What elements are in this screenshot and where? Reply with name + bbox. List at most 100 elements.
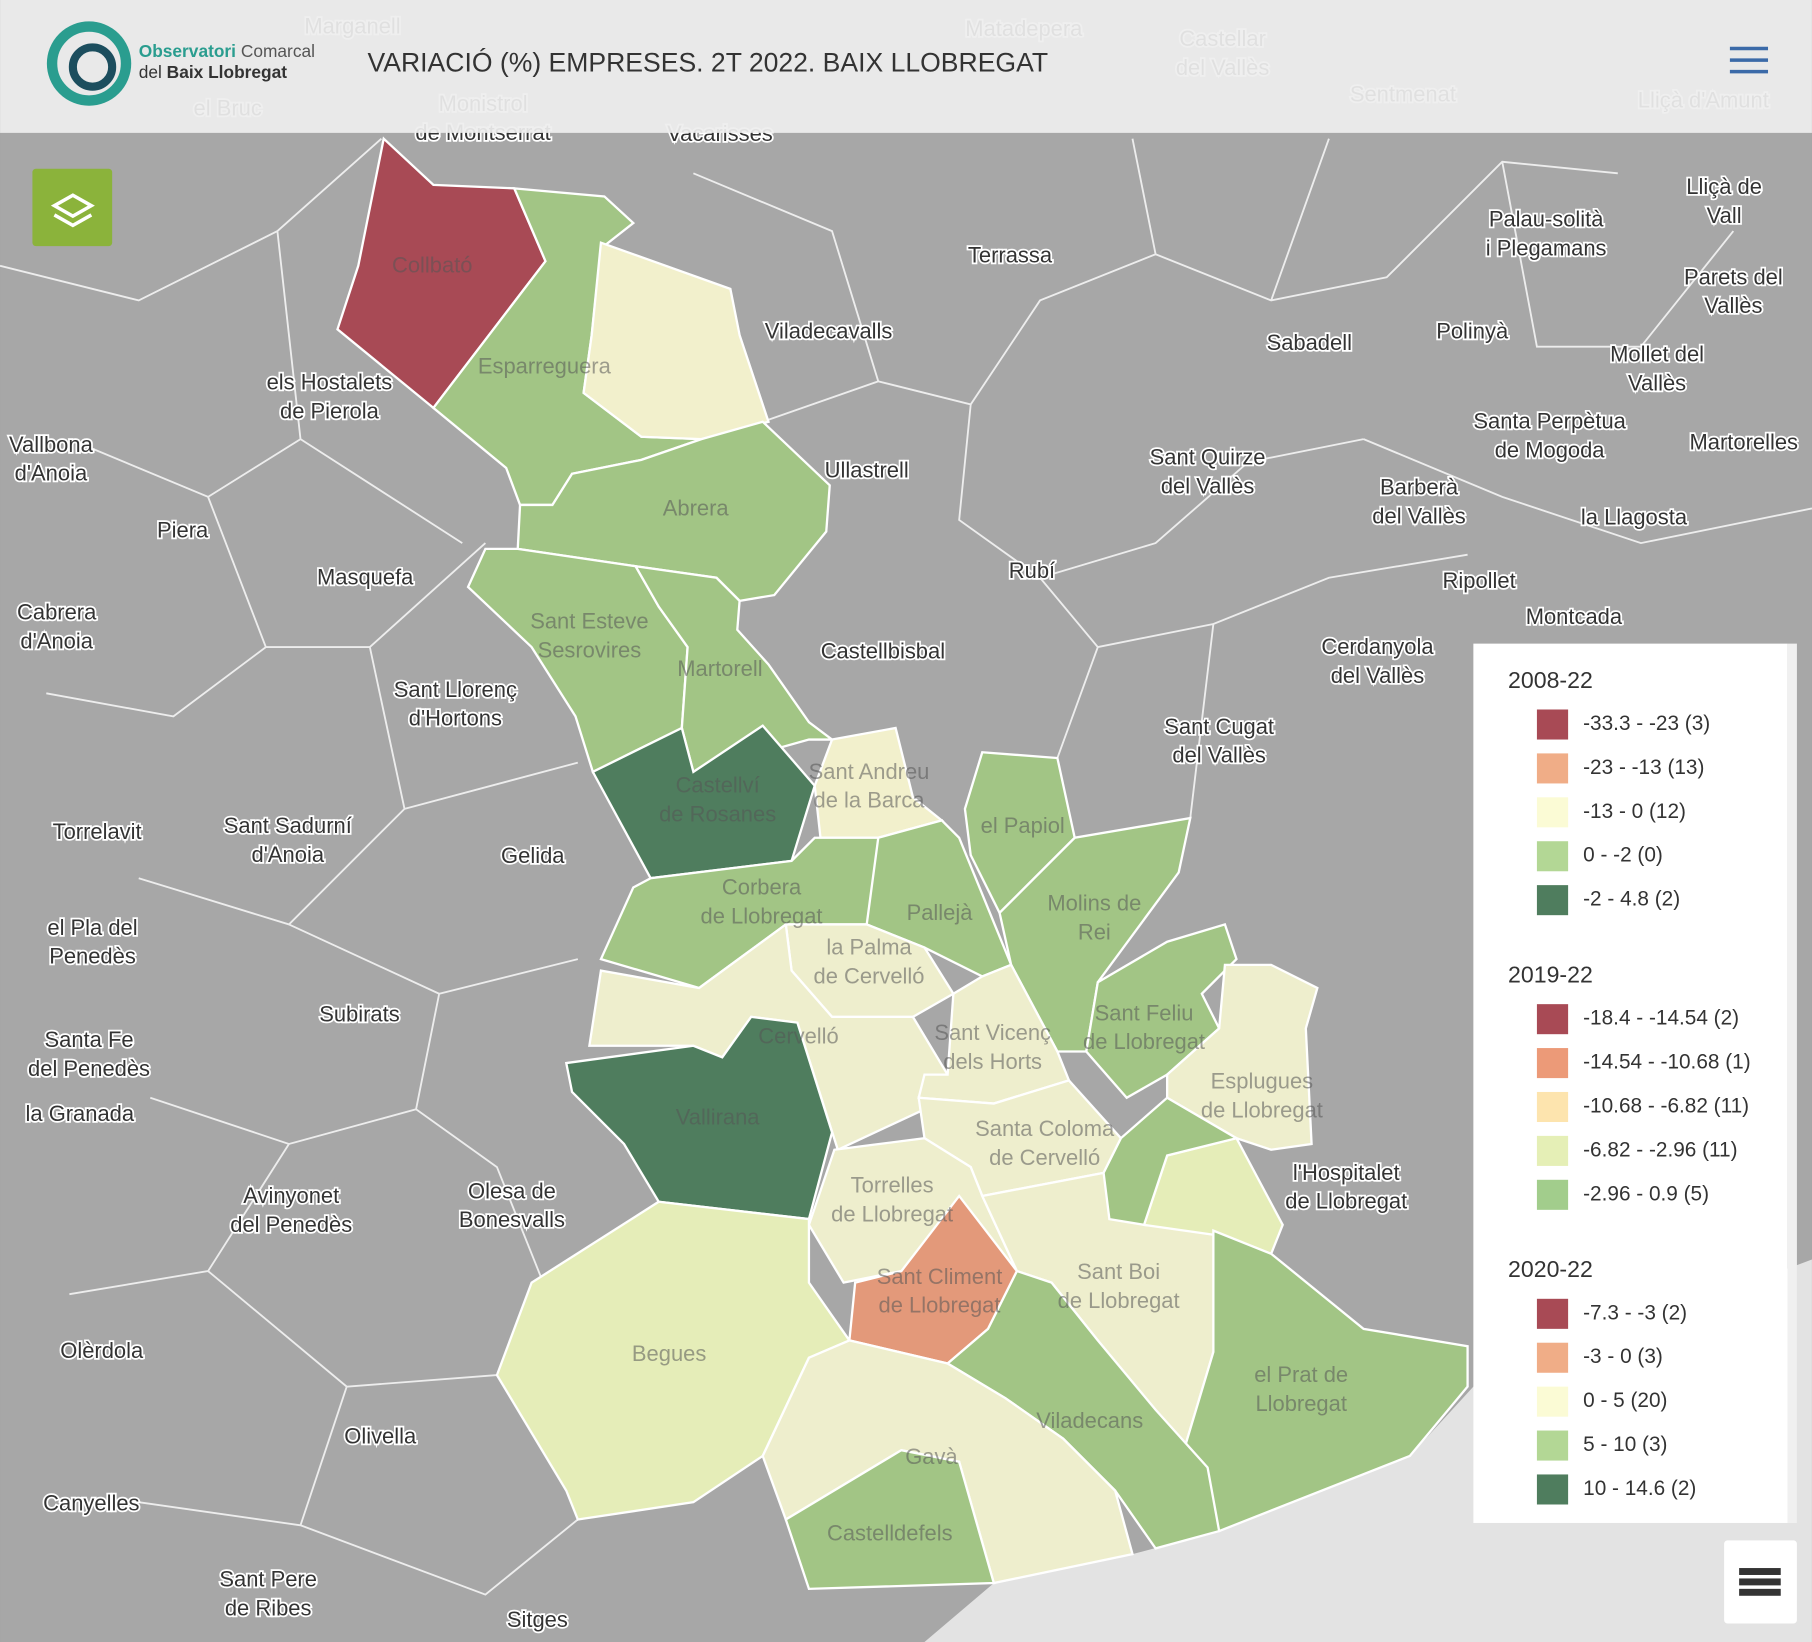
place-label: l'Hospitalet — [1293, 1160, 1400, 1185]
municipality-label: de Llobregat — [1058, 1288, 1180, 1313]
district — [336, 136, 1469, 1591]
place-label: Palau-solità — [1489, 207, 1604, 232]
place-label: d'Anoia — [252, 842, 325, 867]
municipality-label: Corbera — [722, 874, 802, 899]
legend-swatch — [1536, 1179, 1569, 1210]
logo-line2: del Baix Llobregat — [139, 61, 288, 81]
legend-label: 0 - 5 (20) — [1583, 1389, 1667, 1412]
legend-label: -18.4 - -14.54 (2) — [1583, 1007, 1739, 1030]
place-label: Sant Quirze — [1150, 445, 1266, 470]
legend-label: -6.82 - -2.96 (11) — [1583, 1138, 1737, 1161]
layers-button[interactable] — [32, 168, 113, 247]
place-label: Sabadell — [1267, 330, 1352, 355]
municipality-label: de Llobregat — [1201, 1097, 1323, 1122]
municipality-label: el Prat de — [1254, 1362, 1348, 1387]
municipality-label: Esplugues — [1211, 1069, 1313, 1094]
municipality-label: Sant Andreu — [809, 759, 930, 784]
logo-word: Comarcal — [241, 41, 315, 61]
legend-title: 2019-22 — [1508, 962, 1593, 988]
legend-label: -2.96 - 0.9 (5) — [1583, 1182, 1709, 1205]
place-label: Torrelavit — [53, 819, 142, 844]
municipality-label: dels Horts — [943, 1049, 1042, 1074]
municipality-label: el Papiol — [981, 813, 1065, 838]
municipality-label: de Llobregat — [879, 1293, 1001, 1318]
municipality-label: Santa Coloma — [975, 1116, 1115, 1141]
place-label: Olivella — [344, 1423, 417, 1448]
place-label: d'Hortons — [409, 706, 502, 731]
place-label: Subirats — [319, 1002, 400, 1027]
municipality-label: Sant Boi — [1077, 1259, 1160, 1284]
place-label: i Plegamans — [1486, 235, 1607, 260]
place-label: Martorelles — [1690, 430, 1799, 455]
place-label: de Pierola — [280, 398, 380, 423]
municipality-label: de Llobregat — [831, 1201, 953, 1226]
place-label: Canyelles — [43, 1490, 139, 1515]
legend-label: -13 - 0 (12) — [1583, 800, 1686, 823]
place-label: els Hostalets — [267, 369, 393, 394]
legend-panel — [1473, 643, 1788, 1523]
place-label: Olesa de — [468, 1178, 556, 1203]
legend-label: 0 - -2 (0) — [1583, 844, 1663, 867]
place-label: Sant Cugat — [1164, 714, 1274, 739]
place-label: Polinyà — [1436, 319, 1509, 344]
place-label: Barberà — [1380, 475, 1459, 500]
municipality-label: Sant Climent — [877, 1264, 1003, 1289]
header-bar — [0, 0, 1812, 133]
place-label: el Pla del — [47, 915, 137, 940]
place-label: Avinyonet — [243, 1183, 339, 1208]
legend-label: 10 - 14.6 (2) — [1583, 1477, 1696, 1500]
place-label: Santa Perpètua — [1473, 409, 1626, 434]
place-label: Montcada — [1526, 604, 1623, 629]
legend-label: -14.54 - -10.68 (1) — [1583, 1051, 1751, 1074]
legend-label: -10.68 - -6.82 (11) — [1583, 1094, 1749, 1117]
legend-title: 2020-22 — [1508, 1256, 1593, 1282]
municipality-label: de Cervelló — [989, 1145, 1100, 1170]
place-label: Cabrera — [17, 599, 97, 624]
place-label: la Llagosta — [1581, 505, 1688, 530]
legend-swatch — [1536, 1386, 1569, 1417]
place-label: Bonesvalls — [459, 1207, 565, 1232]
page-title: VARIACIÓ (%) EMPRESES. 2T 2022. BAIX LLO… — [368, 48, 1049, 78]
municipality-label: de la Barca — [814, 788, 926, 813]
place-label: de Llobregat — [1285, 1189, 1407, 1214]
table-button[interactable] — [1724, 1540, 1797, 1624]
legend-label: 5 - 10 (3) — [1583, 1433, 1667, 1456]
logo-word: Observatori — [139, 41, 236, 61]
municipality-label: Sesrovires — [538, 638, 642, 663]
place-label: Penedès — [49, 944, 136, 969]
place-label: Ullastrell — [825, 457, 909, 482]
logo-icon — [46, 21, 132, 106]
legend-label: -2 - 4.8 (2) — [1583, 888, 1680, 911]
place-label: Mollet del — [1610, 342, 1704, 367]
place-label: Vall — [1707, 203, 1742, 228]
place-label: Santa Fe — [45, 1027, 134, 1052]
municipality-label: de Llobregat — [701, 903, 823, 928]
legend-swatch — [1536, 1004, 1569, 1035]
place-label: del Vallès — [1372, 503, 1466, 528]
legend-swatch — [1536, 797, 1569, 828]
municipality-label: Martorell — [677, 656, 762, 681]
legend-swatch — [1536, 1298, 1569, 1329]
municipality-label: la Palma — [826, 934, 912, 959]
legend-label: -33.3 - -23 (3) — [1583, 712, 1710, 735]
place-label: de Ribes — [225, 1595, 312, 1620]
place-label: Sitges — [507, 1607, 568, 1632]
place-label: Vallès — [1628, 371, 1686, 396]
place-label: Cerdanyola — [1321, 634, 1434, 659]
municipality-label: Torrelles — [851, 1173, 934, 1198]
place-label: Masquefa — [317, 565, 414, 590]
legend-swatch — [1536, 841, 1569, 872]
municipality-label: Pallejà — [907, 900, 974, 925]
municipality-label: Sant Feliu — [1095, 1000, 1194, 1025]
place-label: Castellbisbal — [821, 639, 945, 664]
place-label: Viladecavalls — [765, 319, 893, 344]
place-label: del Penedès — [28, 1056, 150, 1081]
menu-button[interactable] — [1729, 46, 1769, 74]
place-label: Rubí — [1009, 558, 1055, 583]
logo-line1: Observatori Comarcal — [139, 41, 315, 61]
legend-swatch — [1536, 1091, 1569, 1123]
legend-swatch — [1536, 1342, 1569, 1373]
